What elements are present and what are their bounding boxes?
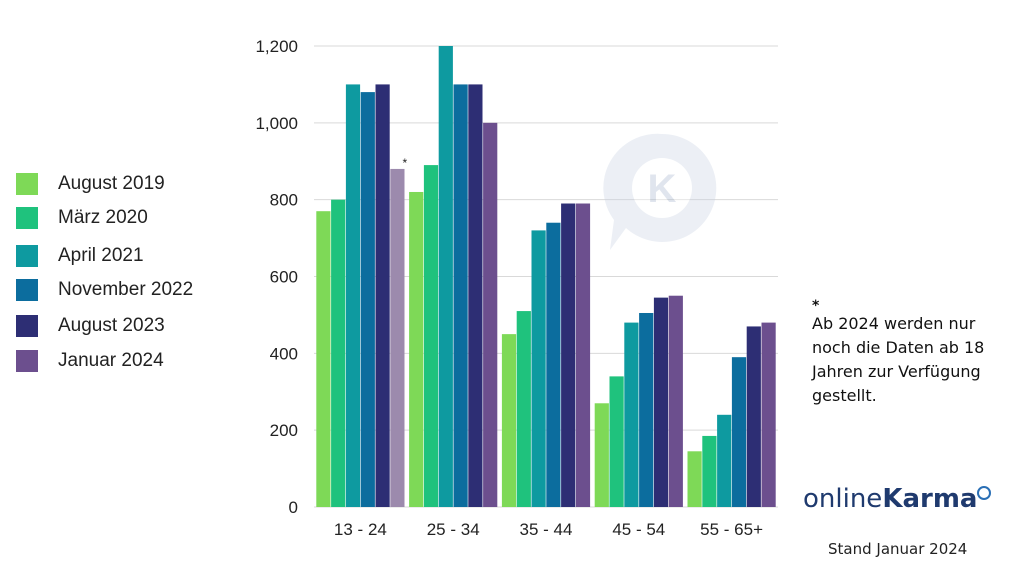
legend-swatch <box>16 173 38 195</box>
x-tick-label: 45 - 54 <box>612 520 665 539</box>
bar <box>531 230 546 507</box>
legend-item: März 2020 <box>16 206 148 230</box>
legend-label: März 2020 <box>58 207 148 228</box>
legend-swatch <box>16 279 38 301</box>
bar <box>731 357 747 507</box>
bar <box>483 122 498 507</box>
bar <box>501 334 517 507</box>
bar <box>316 211 331 508</box>
legend-label: Januar 2024 <box>58 350 164 371</box>
legend-item: November 2022 <box>16 278 193 302</box>
bar <box>468 84 483 508</box>
bar <box>453 84 468 508</box>
y-tick-label: 200 <box>270 421 298 440</box>
legend-swatch <box>16 315 38 337</box>
logo-circle-icon <box>977 486 992 500</box>
bar <box>331 199 346 507</box>
legend-label: August 2023 <box>58 315 165 336</box>
bar <box>438 46 453 507</box>
bar <box>516 311 531 507</box>
logo-text-karma: Karma <box>882 484 978 514</box>
x-tick-label: 13 - 24 <box>334 520 387 539</box>
footnote-text: Ab 2024 werden nur noch die Daten ab 18 … <box>812 314 985 405</box>
bar <box>609 376 624 507</box>
y-tick-labels: 0 200 400 600 800 1,000 1,200 <box>255 37 298 517</box>
bar <box>423 165 439 507</box>
bar <box>345 84 361 508</box>
bar <box>360 92 375 507</box>
legend-swatch <box>16 207 38 229</box>
y-tick-label: 800 <box>270 191 298 210</box>
legend-swatch <box>16 350 38 372</box>
legend-swatch <box>16 245 38 267</box>
x-tick-labels: 13 - 24 25 - 34 35 - 44 45 - 54 55 - 65+ <box>334 520 763 539</box>
onlinekarma-logo: onlineKarma <box>803 484 992 514</box>
bar <box>390 168 405 507</box>
bar <box>375 84 390 508</box>
bar <box>561 203 576 507</box>
x-tick-label: 25 - 34 <box>427 520 480 539</box>
legend-label: August 2019 <box>58 173 165 194</box>
bar <box>546 222 561 507</box>
chat-bubble-k-icon: K <box>603 133 717 250</box>
bar <box>761 322 776 507</box>
bar <box>668 295 683 507</box>
bar <box>409 191 424 507</box>
logo-text-online: online <box>803 484 883 514</box>
bar-asterisk-marker: * <box>403 156 408 170</box>
bar <box>624 322 639 507</box>
stand-date: Stand Januar 2024 <box>828 540 968 558</box>
x-tick-label: 35 - 44 <box>520 520 573 539</box>
legend-item: August 2023 <box>16 314 165 338</box>
x-tick-label: 55 - 65+ <box>700 520 763 539</box>
legend-label: November 2022 <box>58 279 194 300</box>
y-tick-label: 0 <box>289 498 298 517</box>
bars <box>316 46 776 508</box>
bar <box>717 414 732 507</box>
bar <box>687 451 702 507</box>
legend-item: April 2021 <box>16 244 144 268</box>
y-tick-label: 400 <box>270 344 298 363</box>
y-tick-label: 600 <box>270 268 298 287</box>
y-tick-label: 1,200 <box>255 37 298 56</box>
bar <box>575 203 591 507</box>
legend-label: April 2021 <box>58 245 144 266</box>
footnote: * Ab 2024 werden nur noch die Daten ab 1… <box>812 298 1012 408</box>
y-tick-label: 1,000 <box>255 114 298 133</box>
svg-text:K: K <box>648 167 677 211</box>
bar <box>639 312 654 507</box>
legend-item: Januar 2024 <box>16 349 164 373</box>
legend-item: August 2019 <box>16 172 165 196</box>
footnote-marker: * <box>812 298 820 314</box>
bar <box>746 326 761 507</box>
bar <box>702 435 717 507</box>
bar <box>594 403 609 507</box>
bar <box>653 297 669 507</box>
